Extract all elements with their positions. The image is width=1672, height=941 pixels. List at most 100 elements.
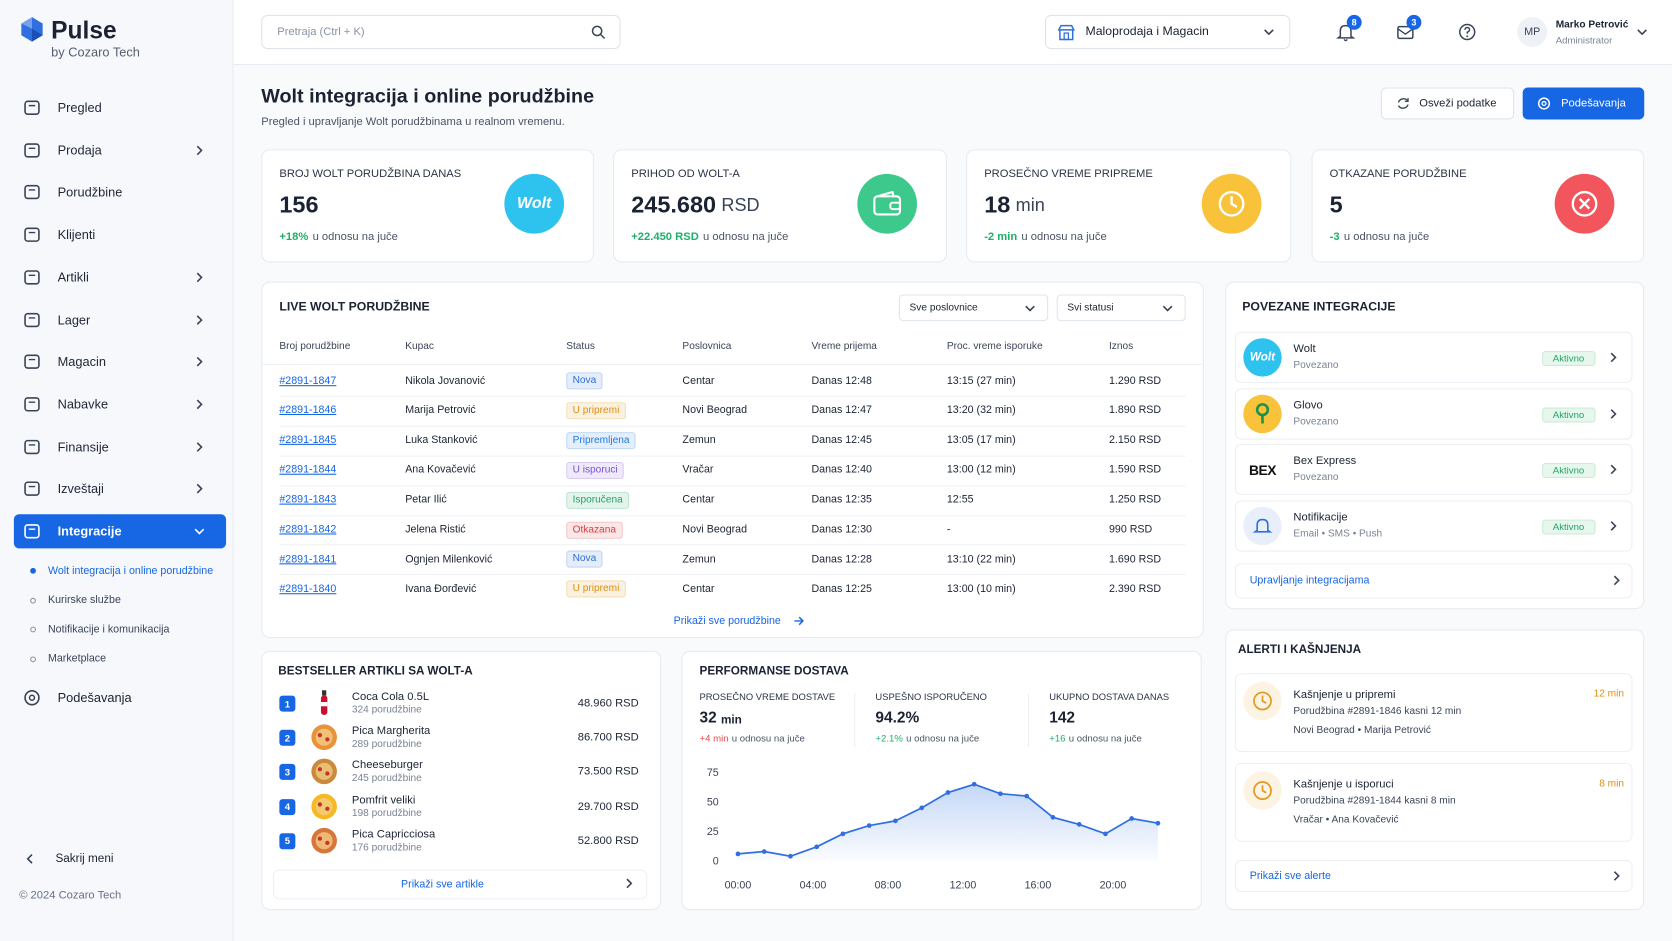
bell-icon [1343,39,1348,42]
nav-subitem[interactable]: Notifikacije i komunikacija [47,623,170,636]
manage-integrations[interactable]: Upravljanje integracijama [1249,574,1370,587]
sub-bullet [30,626,36,633]
filter-select[interactable] [898,294,1049,322]
nav-icon [24,312,40,327]
brand-tagline: by Cozaro Tech [51,44,140,60]
footer-row[interactable] [1234,563,1633,599]
kpi-delta: +18% [279,230,309,244]
nav-item[interactable]: Porudžbine [57,184,123,200]
cell: 2.150 RSD [1108,434,1162,447]
footer-row[interactable] [1234,859,1633,892]
nav-item[interactable]: Podešavanja [57,690,132,706]
mail-icon [1397,25,1414,40]
wallet-icon [873,190,902,216]
alert-row[interactable] [1234,762,1633,842]
cell: Petar Ilić [405,494,447,506]
order-link[interactable]: #2891-1841 [279,553,337,566]
nav-item[interactable]: Integracije [57,523,122,539]
collapse-menu[interactable]: Sakrij meni [55,852,114,866]
user-role: Administrator [1555,35,1613,46]
arrow [793,616,804,627]
view-all-orders[interactable]: Prikaži sve porudžbine [673,615,781,627]
product-icon [310,758,338,786]
order-link[interactable]: #2891-1847 [279,375,337,387]
nav-item[interactable]: Pregled [57,100,102,116]
settings-icon [28,694,36,701]
store-select[interactable] [1044,14,1291,50]
chevron [194,399,205,410]
order-link[interactable]: #2891-1840 [279,583,337,596]
kpi-icon-bg [504,173,565,234]
nav-icon [24,100,40,115]
integration-name: Notifikacije [1293,511,1348,524]
alert-meta: Novi Beograd • Marija Petrović [1293,724,1431,737]
alert-clock [1253,691,1272,711]
nav-item[interactable]: Artikli [57,269,89,285]
search-box[interactable] [261,14,621,50]
nav-item[interactable]: Prodaja [57,142,102,158]
nav-item[interactable]: Nabavke [57,396,109,412]
refresh-icon [1397,104,1409,109]
search-icon [591,25,606,39]
product-name: Cheeseburger [351,758,423,772]
refresh-label[interactable]: Osveži podatke [1419,97,1497,110]
product-orders: 245 porudžbine [351,772,422,785]
performance-card [681,650,1202,911]
nav-icon [24,439,40,454]
cell: Ivana Đorđević [405,583,477,596]
nav-item[interactable]: Lager [57,312,91,328]
wallet-icon [872,190,902,217]
refresh-icon [1397,98,1409,109]
settings-label[interactable]: Podešavanja [1561,97,1626,110]
nav-subitem[interactable]: Marketplace [47,652,107,665]
cell: Novi Beograd [682,404,748,417]
footer-row[interactable] [272,869,648,900]
settings-button[interactable] [1522,87,1645,120]
nav-item[interactable]: Izveštaji [57,481,104,497]
rank-badge [279,729,296,746]
nav-item[interactable]: Klijenti [57,227,96,243]
refresh-button[interactable] [1380,87,1515,120]
alert-row[interactable] [1234,673,1633,753]
nav-icon [22,140,41,159]
integration-logo-text: BEX [1249,461,1276,478]
order-link[interactable]: #2891-1842 [279,523,337,536]
chevron [626,878,633,889]
product-icon [317,836,323,841]
status-badge: Nova [566,372,603,390]
view-all-alerts[interactable]: Prikaži sve alerte [1249,870,1331,882]
status-badge: U pripremi [566,580,626,598]
metric-divider [854,693,856,747]
nav-icon [24,439,40,454]
product-revenue: 52.800 RSD [577,834,639,847]
nav-item[interactable]: Magacin [57,354,106,370]
sub-bullet [30,567,36,574]
nav-subitem[interactable]: Kurirske službe [47,594,121,606]
nav-subitem[interactable]: Wolt integracija i online porudžbine [47,564,214,577]
product-icon [311,793,337,819]
column-header: Iznos [1108,340,1134,353]
alert-title: Kašnjenje u isporuci [1293,777,1394,791]
chevron [196,145,203,155]
nav-icon [24,481,40,497]
metric-value: 32 [699,708,717,727]
view-all-products[interactable]: Prikaži sve artikle [401,878,485,891]
help-icon [1464,26,1471,34]
row-divider [279,544,1186,546]
search-placeholder: Pretraja (Ctrl + K) [277,25,365,39]
order-link[interactable]: #2891-1843 [279,494,337,506]
cell: Ana Kovačević [405,464,476,477]
order-link[interactable]: #2891-1846 [279,404,337,417]
chevron [194,357,205,368]
cell: Danas 12:28 [811,553,872,566]
alert-title: Kašnjenje u pripremi [1293,688,1396,701]
filter-select[interactable] [1056,294,1186,322]
order-link[interactable]: #2891-1844 [279,464,337,477]
sub-bullet [30,626,36,633]
alert-clock [1252,780,1273,801]
cancel-icon [1578,198,1591,210]
metric-unit: min [720,713,742,727]
product-icon [310,792,338,820]
nav-item[interactable]: Finansije [57,439,109,455]
order-link[interactable]: #2891-1845 [279,434,337,447]
